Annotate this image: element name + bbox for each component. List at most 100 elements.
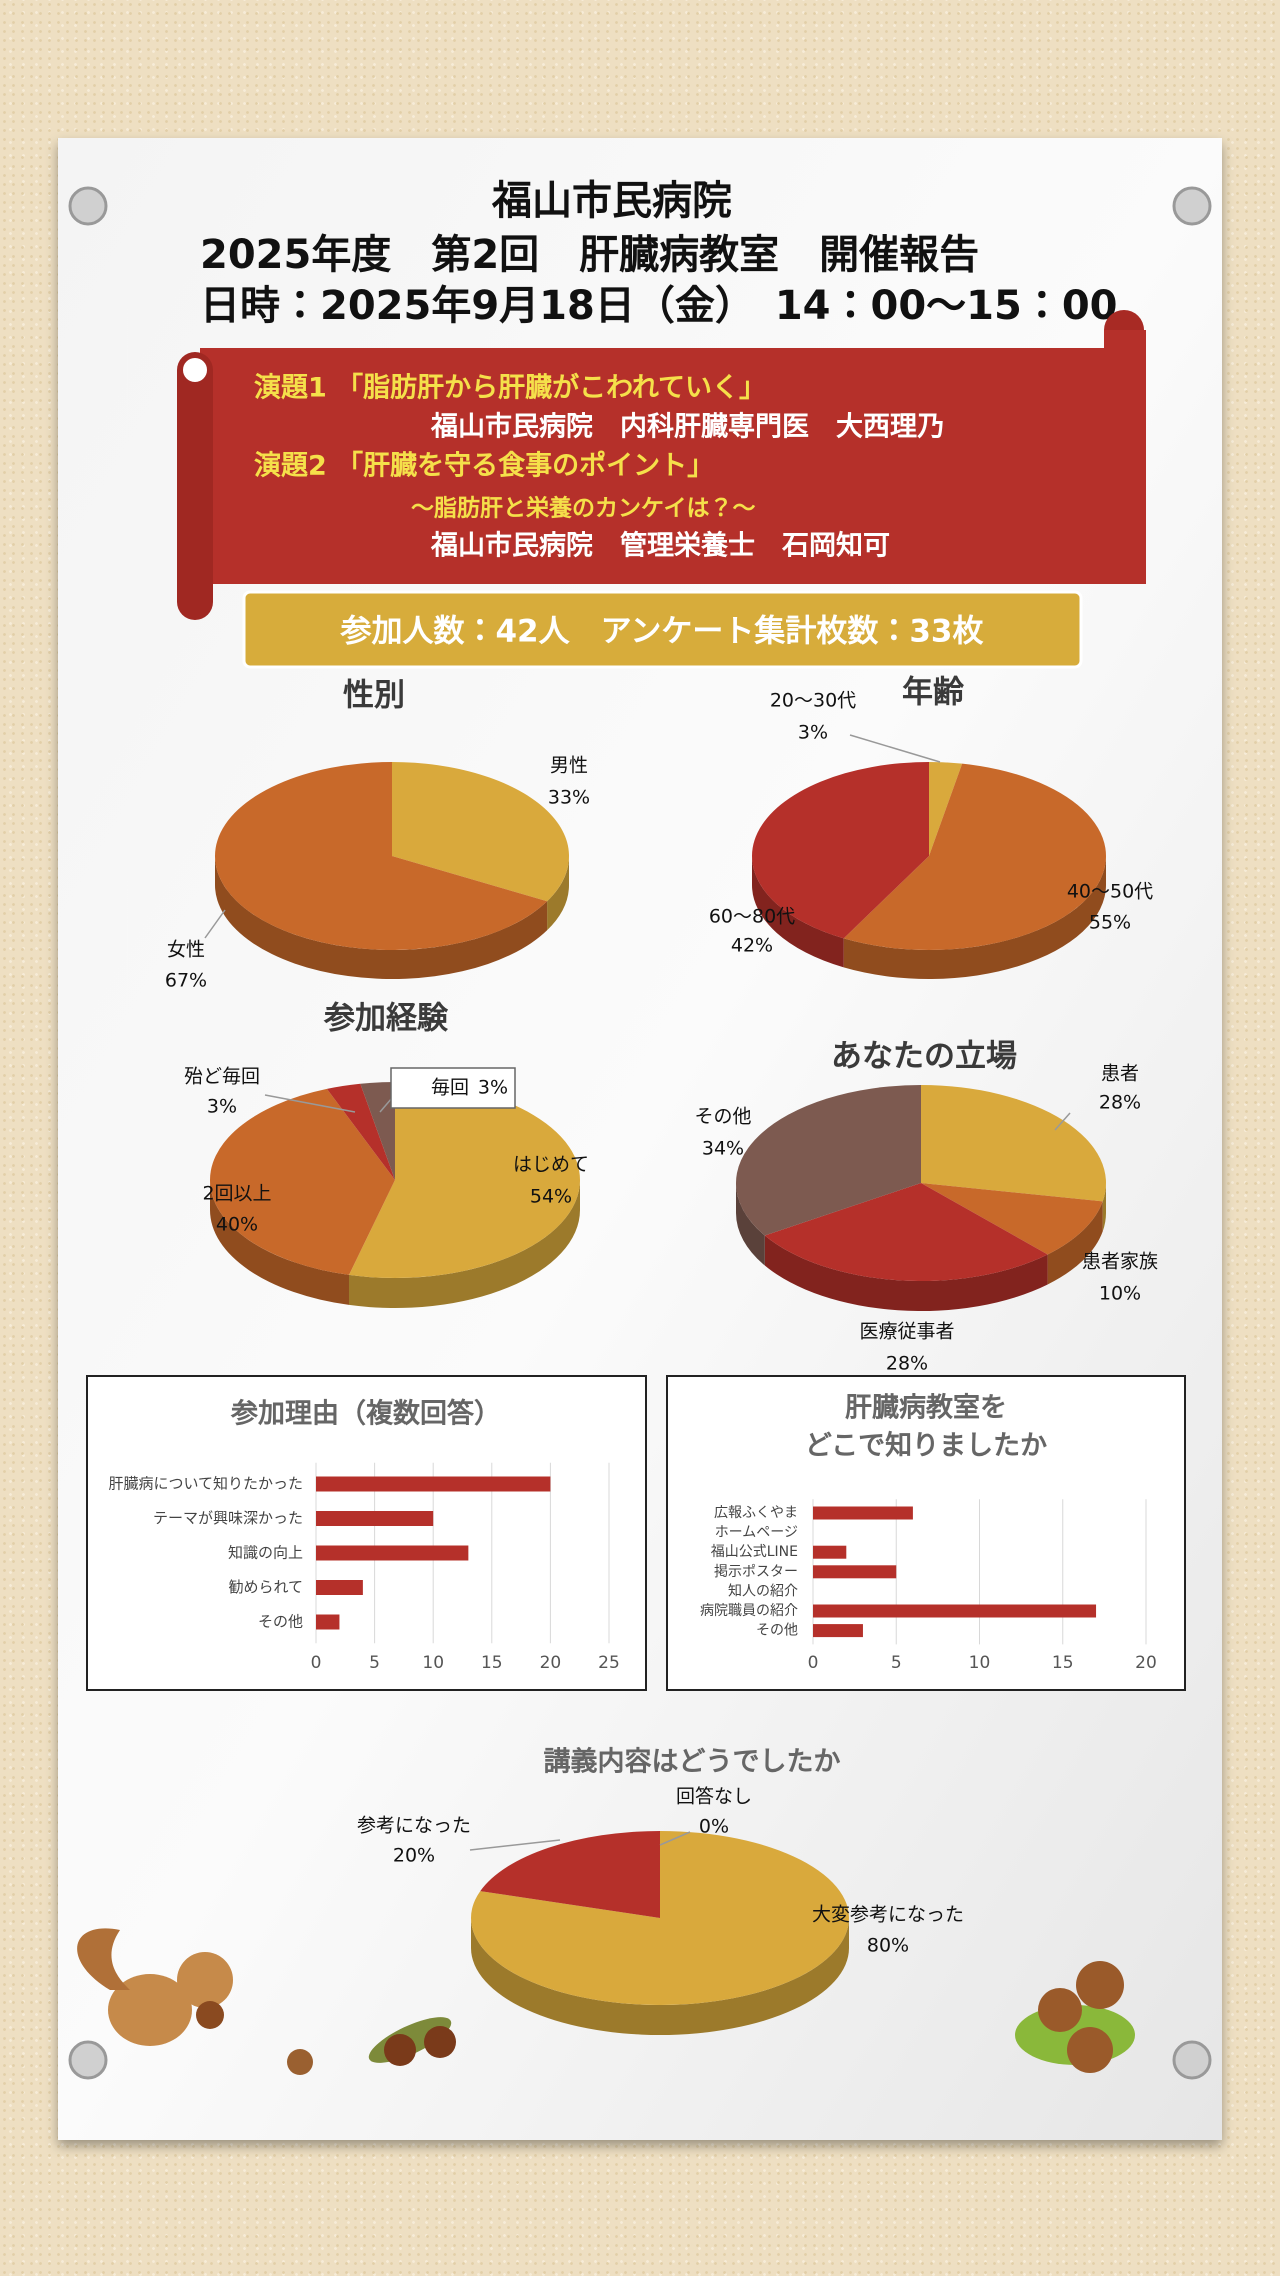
y-tick-label: 広報ふくやま xyxy=(714,1505,798,1521)
slice-value-label: 54% xyxy=(530,1186,572,1208)
y-tick-label: 知識の向上 xyxy=(228,1544,303,1562)
slice-value-label: 42% xyxy=(731,935,773,957)
y-tick-label: その他 xyxy=(756,1623,798,1639)
hospital: 福山市民病院 xyxy=(491,178,732,224)
pie-side xyxy=(348,1180,580,1308)
pie-side xyxy=(764,1235,1048,1311)
datetime: 日時：2025年9月18日（金） 14：00～15：00 xyxy=(200,283,1117,329)
slice-label: 殆ど毎回 xyxy=(184,1066,260,1088)
x-tick-label: 5 xyxy=(369,1653,380,1673)
slice-value-label: 28% xyxy=(1099,1092,1141,1114)
pie-slice xyxy=(921,1183,1103,1255)
x-tick-label: 15 xyxy=(1052,1653,1074,1673)
y-tick-label: テーマが興味深かった xyxy=(153,1509,303,1527)
summary: 参加人数：42人 アンケート集計枚数：33枚 xyxy=(339,614,983,650)
y-tick-label: 病院職員の紹介 xyxy=(700,1603,798,1619)
slice-label: 男性 xyxy=(550,755,588,777)
x-tick-label: 25 xyxy=(598,1653,620,1673)
slice-label: 大変参考になった xyxy=(812,1904,964,1926)
chart-title: 講義内容はどうでしたか xyxy=(544,1746,841,1778)
leader-line xyxy=(1054,1112,1071,1131)
pie-slice xyxy=(736,1085,921,1236)
y-tick-label: 掲示ポスター xyxy=(714,1564,798,1580)
leader-line xyxy=(849,734,941,763)
banner-line: 福山市民病院 管理栄養士 石岡知可 xyxy=(430,530,890,562)
slice-value-label: 34% xyxy=(702,1138,744,1160)
bar xyxy=(316,1476,551,1492)
pie-slice xyxy=(752,762,929,939)
pie-slice xyxy=(348,1082,580,1279)
pie-slice xyxy=(215,761,548,950)
slice-value-label: 67% xyxy=(165,970,207,992)
x-tick-label: 20 xyxy=(540,1653,562,1673)
x-tick-label: 15 xyxy=(481,1653,503,1673)
y-tick-label: ホームページ xyxy=(715,1525,798,1541)
pie-side xyxy=(547,856,569,931)
slice-value-label: 10% xyxy=(1099,1283,1141,1305)
chart-title: 参加理由（複数回答） xyxy=(230,1398,501,1430)
leader-line xyxy=(264,1094,356,1113)
slice-label: はじめて xyxy=(513,1154,589,1176)
x-tick-label: 10 xyxy=(969,1653,991,1673)
callout-box xyxy=(390,1067,516,1109)
pins xyxy=(68,186,1212,2080)
pie-slice xyxy=(843,763,1106,950)
slice-value-label: 20% xyxy=(393,1845,435,1867)
pie-side xyxy=(210,1180,349,1305)
pie-slice xyxy=(470,1831,849,2005)
bar xyxy=(316,1614,340,1630)
x-tick-label: 5 xyxy=(891,1653,902,1673)
slice-value-label: 55% xyxy=(1089,912,1131,934)
chart-title: どこで知りましたか xyxy=(805,1431,1047,1462)
slice-value-label: 28% xyxy=(886,1353,928,1375)
leader-line xyxy=(204,909,226,939)
pie-side xyxy=(471,1918,849,2035)
banner-line: 福山市民病院 内科肝臓専門医 大西理乃 xyxy=(430,412,944,443)
pie-slice xyxy=(764,1183,1048,1282)
chart-title: 年齢 xyxy=(902,675,964,711)
slice-label: 女性 xyxy=(167,939,205,961)
bar xyxy=(813,1604,1097,1618)
slice-label: 40～50代 xyxy=(1067,881,1153,903)
pie-side xyxy=(1047,1201,1103,1285)
x-tick-label: 20 xyxy=(1135,1653,1157,1673)
leader-line xyxy=(469,1839,561,1851)
leader-line xyxy=(379,1097,393,1113)
slice-label: その他 xyxy=(694,1106,751,1128)
slice-value-label: 33% xyxy=(548,787,590,809)
slice-label: 回答なし xyxy=(676,1786,752,1808)
banner-line: ～脂肪肝と栄養のカンケイは？～ xyxy=(411,495,756,522)
slice-value-label: 40% xyxy=(216,1214,258,1236)
y-tick-label: 勧められて xyxy=(228,1578,303,1596)
y-tick-label: 知人の紹介 xyxy=(728,1582,798,1599)
banner-line: 演題2 「肝臓を守る食事のポイント」 xyxy=(254,450,714,482)
bar xyxy=(316,1511,434,1526)
slice-label: 60～80代 xyxy=(709,906,795,928)
bar xyxy=(813,1565,897,1579)
pie-slice xyxy=(921,1085,1107,1202)
slice-label: 2回以上 xyxy=(202,1183,271,1205)
chart-box xyxy=(666,1375,1186,1691)
pie-slice xyxy=(929,762,963,856)
pie-side xyxy=(752,856,844,968)
x-tick-label: 10 xyxy=(422,1653,444,1673)
slice-label: 参考になった xyxy=(357,1815,471,1837)
x-tick-label: 0 xyxy=(311,1653,322,1673)
banner-line: 演題1 「脂肪肝から肝臓がこわれていく」 xyxy=(254,372,766,404)
x-tick-label: 0 xyxy=(808,1653,819,1673)
slice-label: 医療従事者 xyxy=(859,1321,954,1343)
y-tick-label: 福山公式LINE xyxy=(711,1544,798,1560)
pie-side xyxy=(215,856,548,979)
chart-title: 肝臓病教室を xyxy=(845,1393,1007,1424)
slice-value-label: 3% xyxy=(207,1096,237,1118)
chart-title: 参加経験 xyxy=(323,1001,449,1037)
bar xyxy=(316,1580,363,1595)
bar xyxy=(813,1506,913,1520)
bar xyxy=(813,1545,847,1559)
bar xyxy=(316,1545,469,1561)
leader-line xyxy=(659,1831,691,1846)
pie-slice xyxy=(326,1083,395,1180)
pie-slice xyxy=(360,1082,395,1180)
